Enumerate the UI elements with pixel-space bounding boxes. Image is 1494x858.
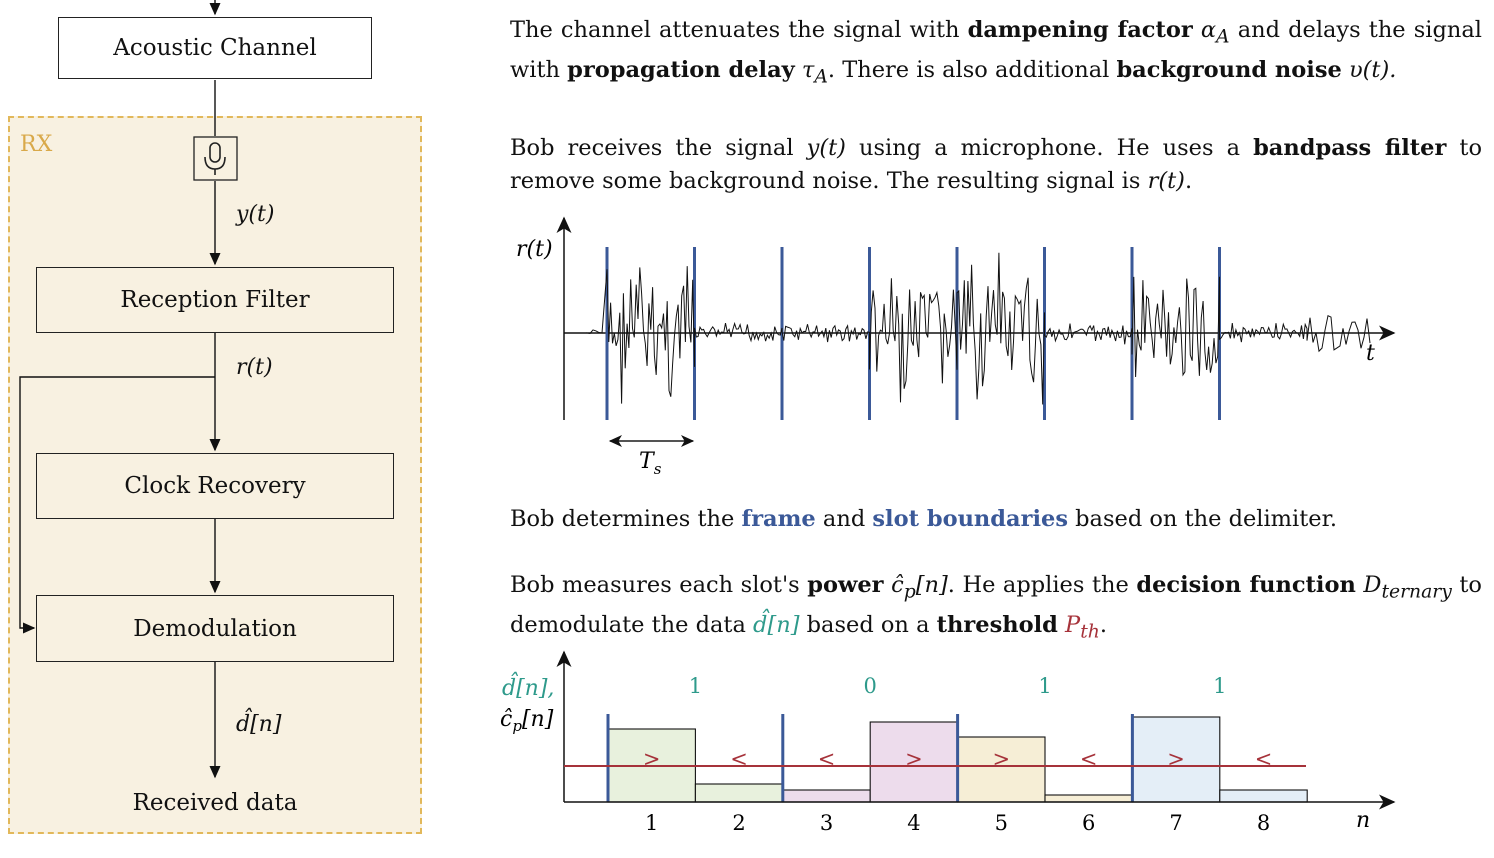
microphone-icon [193, 136, 238, 181]
power-plot: 1 >2 <3 <4 >5 >6 <7 >8 <1 0 1 1 d̂[n], ĉp[n] n [500, 650, 1396, 835]
slot-tick-label: 6 [1082, 811, 1095, 835]
rx-label: RX [20, 132, 53, 157]
reception-filter-label: Reception Filter [120, 287, 310, 313]
clock-recovery-label: Clock Recovery [124, 473, 306, 499]
decoded-bit: 0 [864, 674, 877, 698]
slot-tick-label: 4 [907, 811, 920, 835]
signal-plot: r(t) t Ts [516, 216, 1396, 478]
paragraph-demodulation: Bob measures each slot's power ĉp[n]. He… [510, 572, 1482, 642]
paragraph-reception: Bob receives the signal y(t) using a mic… [510, 135, 1483, 194]
comparison-symbol: < [1255, 747, 1273, 771]
demodulation-box: Demodulation [36, 595, 394, 662]
power-bar-6 [1044, 794, 1133, 803]
slot-tick-label: 3 [820, 811, 833, 835]
comparison-symbol: > [643, 747, 661, 771]
signal-y-label: r(t) [516, 237, 553, 262]
comparison-symbol: > [1167, 747, 1185, 771]
power-bar-2 [694, 783, 784, 803]
flow-arrows [19, 0, 238, 779]
power-x-label: n [1356, 808, 1370, 833]
decoded-bit: 1 [1213, 674, 1226, 698]
slot-tick-label: 8 [1257, 811, 1270, 835]
comparison-symbol: < [818, 747, 836, 771]
reception-filter-box: Reception Filter [36, 267, 394, 333]
power-y-label-line1: d̂[n], [502, 672, 554, 701]
power-bar-8 [1219, 789, 1308, 803]
signal-x-label: t [1366, 341, 1375, 366]
slot-tick-label: 5 [995, 811, 1008, 835]
slot-tick-label: 7 [1169, 811, 1182, 835]
decoded-bit: 1 [689, 674, 702, 698]
power-bar-3 [782, 789, 871, 803]
decoded-bit: 1 [1038, 674, 1051, 698]
r-signal-label: r(t) [236, 355, 273, 380]
slot-tick-label: 1 [645, 811, 658, 835]
comparison-symbol: < [730, 747, 748, 771]
d-hat-label: d̂[n] [236, 712, 282, 737]
comparison-symbol: > [905, 747, 923, 771]
acoustic-channel-box: Acoustic Channel [58, 17, 372, 79]
clock-recovery-box: Clock Recovery [36, 453, 394, 519]
comparison-symbol: > [992, 747, 1010, 771]
paragraph-boundaries: Bob determines the frame and slot bounda… [510, 506, 1338, 532]
period-label: Ts [639, 449, 662, 478]
signal-waveform [586, 252, 1371, 405]
power-y-label-line2: ĉp[n] [500, 707, 554, 735]
paragraph-channel: The channel attenuates the signal with d… [510, 17, 1482, 87]
slot-tick-label: 2 [732, 811, 745, 835]
y-signal-label: y(t) [236, 202, 275, 227]
power-bar-4 [869, 721, 959, 803]
demodulation-label: Demodulation [133, 615, 297, 642]
power-bar-7 [1131, 716, 1221, 803]
received-data-label: Received data [132, 790, 298, 816]
comparison-symbol: < [1080, 747, 1098, 771]
acoustic-channel-label: Acoustic Channel [113, 35, 317, 61]
